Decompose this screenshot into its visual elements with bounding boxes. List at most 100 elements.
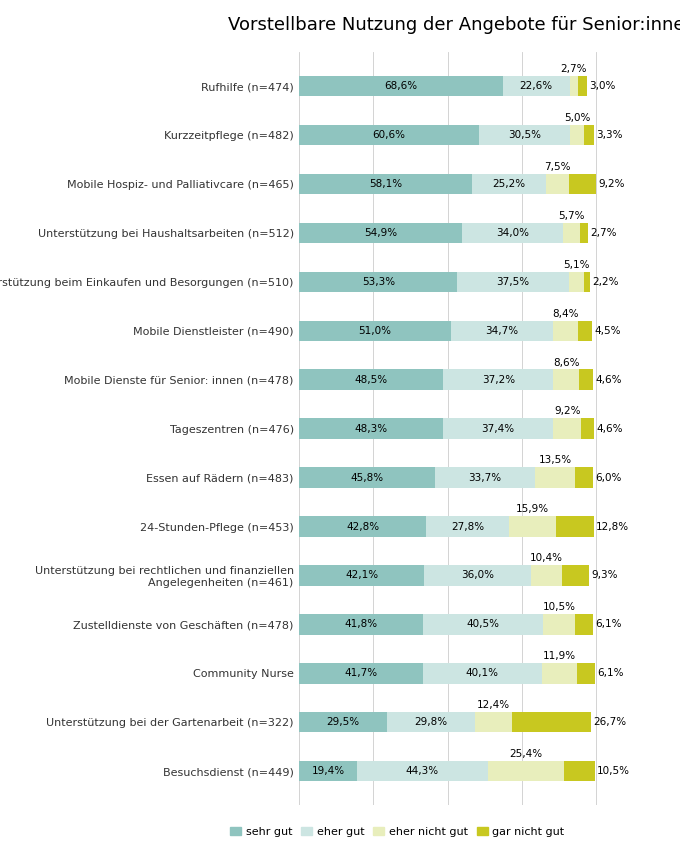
Text: 3,0%: 3,0% — [589, 81, 615, 91]
Text: 26,7%: 26,7% — [594, 717, 627, 727]
Text: 22,6%: 22,6% — [520, 81, 553, 91]
Bar — [546, 174, 568, 194]
Text: 68,6%: 68,6% — [384, 81, 418, 91]
Bar — [575, 468, 593, 488]
Text: 11,9%: 11,9% — [543, 651, 576, 661]
Text: 25,2%: 25,2% — [492, 179, 526, 189]
Text: 6,1%: 6,1% — [595, 619, 622, 630]
Bar — [424, 565, 531, 585]
Bar — [488, 761, 564, 781]
Text: 13,5%: 13,5% — [539, 456, 572, 465]
Bar — [575, 614, 593, 635]
Bar — [479, 125, 570, 145]
Legend: sehr gut, eher gut, eher nicht gut, gar nicht gut: sehr gut, eher gut, eher nicht gut, gar … — [226, 822, 568, 841]
Bar — [579, 320, 592, 341]
Bar — [475, 712, 512, 733]
Text: 25,4%: 25,4% — [509, 749, 543, 759]
Bar — [512, 712, 591, 733]
Bar — [562, 565, 590, 585]
Bar — [556, 516, 594, 537]
Text: 41,8%: 41,8% — [345, 619, 378, 630]
Text: 37,4%: 37,4% — [481, 423, 515, 434]
Bar — [299, 712, 387, 733]
Bar — [535, 468, 575, 488]
Bar — [443, 370, 554, 390]
Bar — [568, 174, 596, 194]
Bar — [543, 614, 575, 635]
Bar — [568, 272, 583, 292]
Bar — [443, 418, 554, 439]
Bar — [584, 125, 594, 145]
Bar — [570, 76, 578, 96]
Bar — [423, 614, 543, 635]
Text: 5,0%: 5,0% — [564, 113, 590, 123]
Text: 6,1%: 6,1% — [598, 669, 624, 678]
Text: 44,3%: 44,3% — [406, 766, 439, 776]
Bar — [564, 761, 595, 781]
Bar — [387, 712, 475, 733]
Text: 8,6%: 8,6% — [553, 358, 579, 367]
Text: 42,1%: 42,1% — [345, 571, 378, 580]
Bar — [299, 468, 435, 488]
Text: 6,0%: 6,0% — [595, 473, 622, 482]
Text: 41,7%: 41,7% — [345, 669, 377, 678]
Bar — [458, 272, 568, 292]
Text: 2,7%: 2,7% — [560, 64, 587, 74]
Bar — [357, 761, 488, 781]
Bar — [579, 370, 593, 390]
Text: 4,6%: 4,6% — [597, 423, 624, 434]
Bar — [299, 418, 443, 439]
Bar — [570, 125, 584, 145]
Text: 15,9%: 15,9% — [515, 504, 549, 514]
Bar — [299, 174, 472, 194]
Bar — [542, 663, 577, 683]
Text: 27,8%: 27,8% — [451, 521, 484, 532]
Text: 5,1%: 5,1% — [563, 260, 590, 269]
Text: 30,5%: 30,5% — [508, 130, 541, 140]
Text: 9,2%: 9,2% — [598, 179, 625, 189]
Bar — [299, 223, 462, 243]
Text: 29,5%: 29,5% — [326, 717, 360, 727]
Text: 4,6%: 4,6% — [595, 375, 622, 385]
Text: 12,4%: 12,4% — [477, 700, 510, 710]
Text: 40,1%: 40,1% — [466, 669, 499, 678]
Text: 19,4%: 19,4% — [311, 766, 345, 776]
Text: 4,5%: 4,5% — [594, 326, 621, 336]
Bar — [299, 663, 423, 683]
Text: 37,5%: 37,5% — [496, 277, 530, 287]
Text: 7,5%: 7,5% — [544, 162, 571, 171]
Bar — [563, 223, 580, 243]
Text: 53,3%: 53,3% — [362, 277, 395, 287]
Text: 40,5%: 40,5% — [466, 619, 500, 630]
Bar — [299, 370, 443, 390]
Bar — [299, 516, 426, 537]
Bar — [531, 565, 562, 585]
Text: 5,7%: 5,7% — [558, 210, 585, 221]
Text: 36,0%: 36,0% — [461, 571, 494, 580]
Text: 37,2%: 37,2% — [481, 375, 515, 385]
Text: 48,3%: 48,3% — [354, 423, 388, 434]
Bar — [299, 614, 423, 635]
Text: 45,8%: 45,8% — [351, 473, 384, 482]
Bar — [580, 223, 588, 243]
Bar — [299, 272, 458, 292]
Bar — [299, 320, 451, 341]
Bar — [509, 516, 556, 537]
Text: 42,8%: 42,8% — [346, 521, 379, 532]
Text: 9,3%: 9,3% — [592, 571, 618, 580]
Text: 51,0%: 51,0% — [358, 326, 392, 336]
Text: 9,2%: 9,2% — [554, 406, 581, 417]
Text: 3,3%: 3,3% — [596, 130, 623, 140]
Bar — [554, 320, 579, 341]
Bar — [577, 663, 595, 683]
Bar — [299, 761, 357, 781]
Text: 10,5%: 10,5% — [597, 766, 630, 776]
Text: 34,7%: 34,7% — [486, 326, 519, 336]
Bar — [554, 370, 579, 390]
Text: 8,4%: 8,4% — [553, 308, 579, 319]
Title: Vorstellbare Nutzung der Angebote für Senior:innen: Vorstellbare Nutzung der Angebote für Se… — [228, 16, 680, 34]
Bar — [299, 565, 424, 585]
Text: 48,5%: 48,5% — [354, 375, 388, 385]
Text: 2,7%: 2,7% — [590, 228, 617, 238]
Text: 60,6%: 60,6% — [373, 130, 405, 140]
